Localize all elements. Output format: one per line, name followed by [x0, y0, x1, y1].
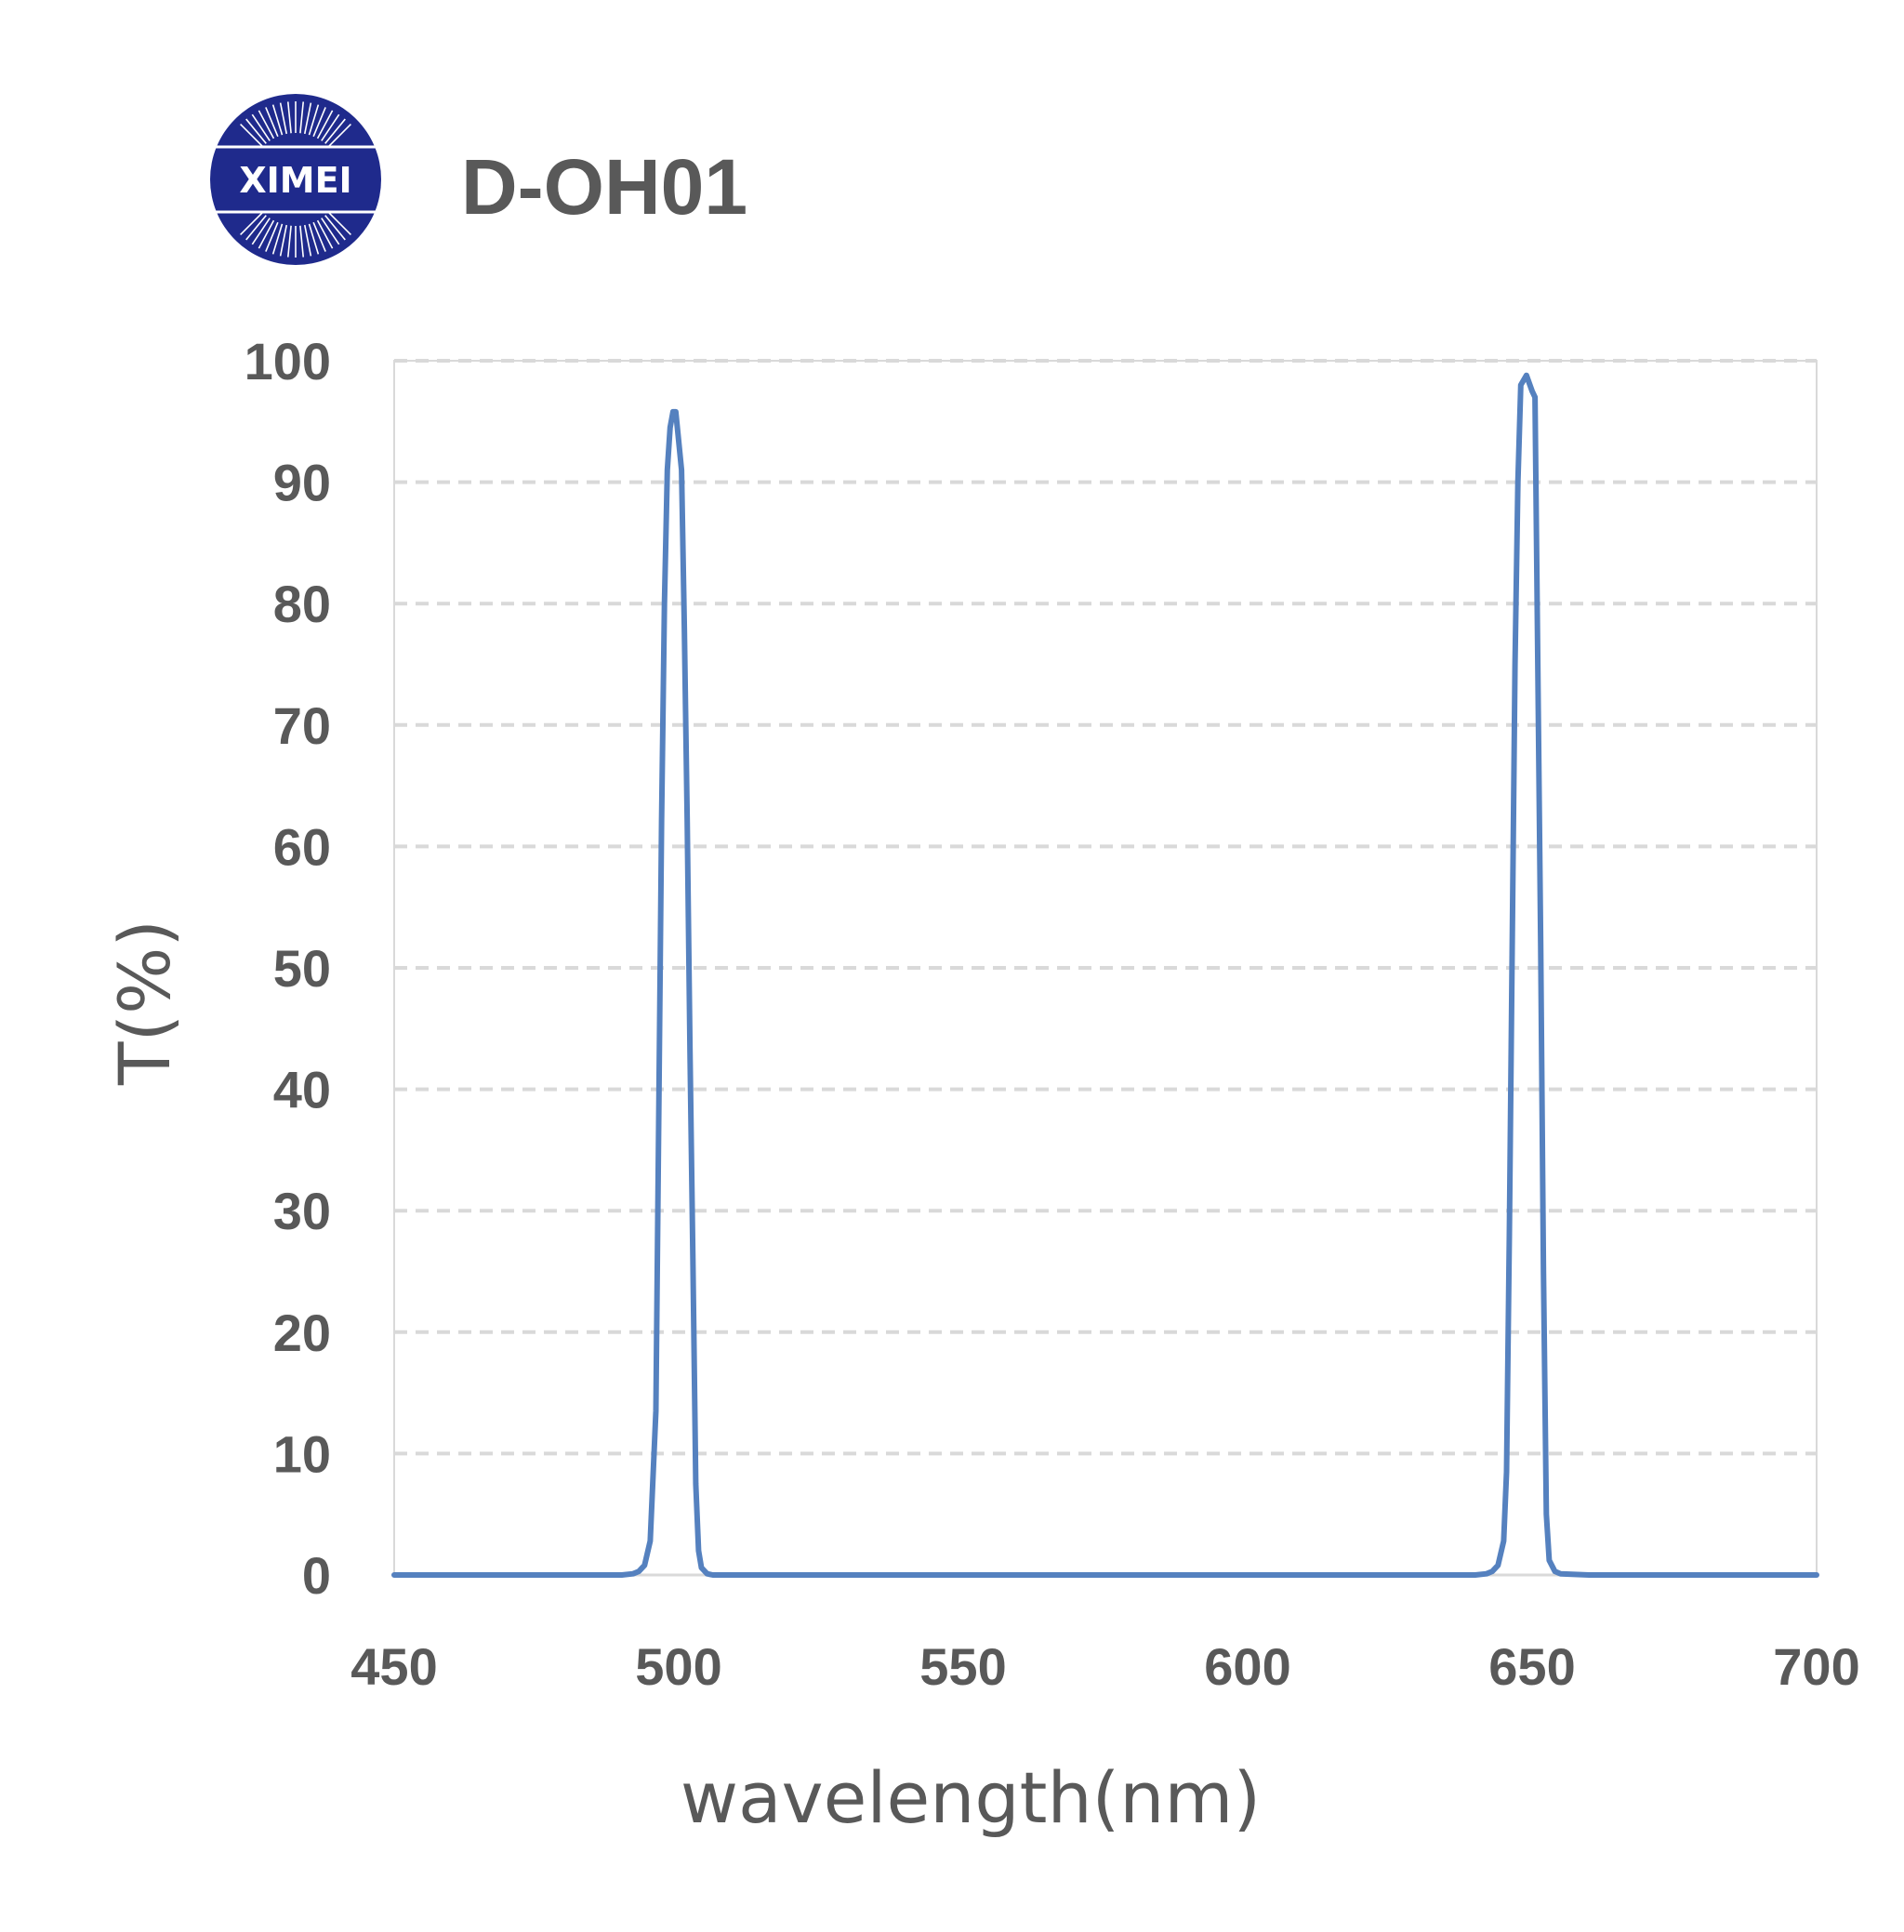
logo-ray [312, 107, 326, 138]
logo-ray [324, 215, 346, 241]
logo-ray [240, 211, 264, 235]
y-tick-label: 30 [273, 1182, 331, 1240]
series-line-transmission [391, 372, 1819, 1578]
logo-ray [316, 219, 334, 249]
logo-ray [240, 124, 264, 148]
logo-ray [308, 104, 320, 136]
logo-ray [271, 104, 284, 136]
y-tick-label: 50 [273, 939, 331, 998]
logo-ray [312, 221, 326, 252]
x-tick-label: 500 [635, 1637, 721, 1696]
x-tick-label: 450 [350, 1637, 437, 1696]
y-tick-label: 20 [273, 1303, 331, 1362]
logo-ray [251, 218, 271, 245]
y-axis-title: T(%) [103, 920, 186, 1086]
logo-ray [321, 113, 340, 141]
logo-ray [286, 101, 292, 134]
logo-ray [327, 124, 351, 148]
logo-ray [265, 107, 279, 138]
logo-ray [286, 225, 292, 258]
x-tick-label: 700 [1773, 1637, 1859, 1696]
logo-ray [321, 218, 340, 245]
x-tick-label: 550 [919, 1637, 1006, 1696]
logo-ray [279, 102, 288, 135]
y-tick-label: 0 [302, 1546, 331, 1605]
logo-ray [265, 221, 279, 252]
ximei-logo: XIMEI [210, 94, 381, 265]
logo-ray [303, 224, 312, 257]
logo-ray [316, 110, 334, 139]
logo-ray [299, 225, 305, 258]
x-tick-labels: 450 500 550 600 650 700 [350, 1637, 1859, 1696]
logo-ray [279, 224, 288, 257]
logo-ray [258, 110, 275, 139]
logo-ray [245, 215, 267, 241]
logo-ray [299, 101, 305, 134]
logo-ray [251, 113, 271, 141]
logo-ray [308, 223, 320, 255]
x-tick-label: 600 [1204, 1637, 1290, 1696]
y-tick-label: 10 [273, 1424, 331, 1483]
y-tick-label: 90 [273, 454, 331, 512]
y-tick-label: 70 [273, 696, 331, 755]
x-axis-title: wavelength(nm) [681, 1756, 1261, 1839]
y-tick-label: 40 [273, 1061, 331, 1119]
y-tick-label: 60 [273, 817, 331, 876]
y-tick-labels: 0 10 20 30 40 50 60 70 80 90 100 [245, 332, 331, 1605]
logo-ray [245, 118, 267, 144]
logo-ray [327, 211, 351, 235]
logo-ray [324, 118, 346, 144]
logo-rays [240, 101, 351, 258]
chart-title: D-OH01 [461, 143, 747, 231]
logo-ray [303, 102, 312, 135]
y-tick-label: 100 [245, 332, 331, 390]
grid-layer [394, 359, 1817, 1577]
logo-ray [271, 223, 284, 255]
logo-ray [258, 219, 275, 249]
x-tick-label: 650 [1488, 1637, 1575, 1696]
logo-text: XIMEI [239, 160, 351, 201]
y-tick-label: 80 [273, 575, 331, 633]
